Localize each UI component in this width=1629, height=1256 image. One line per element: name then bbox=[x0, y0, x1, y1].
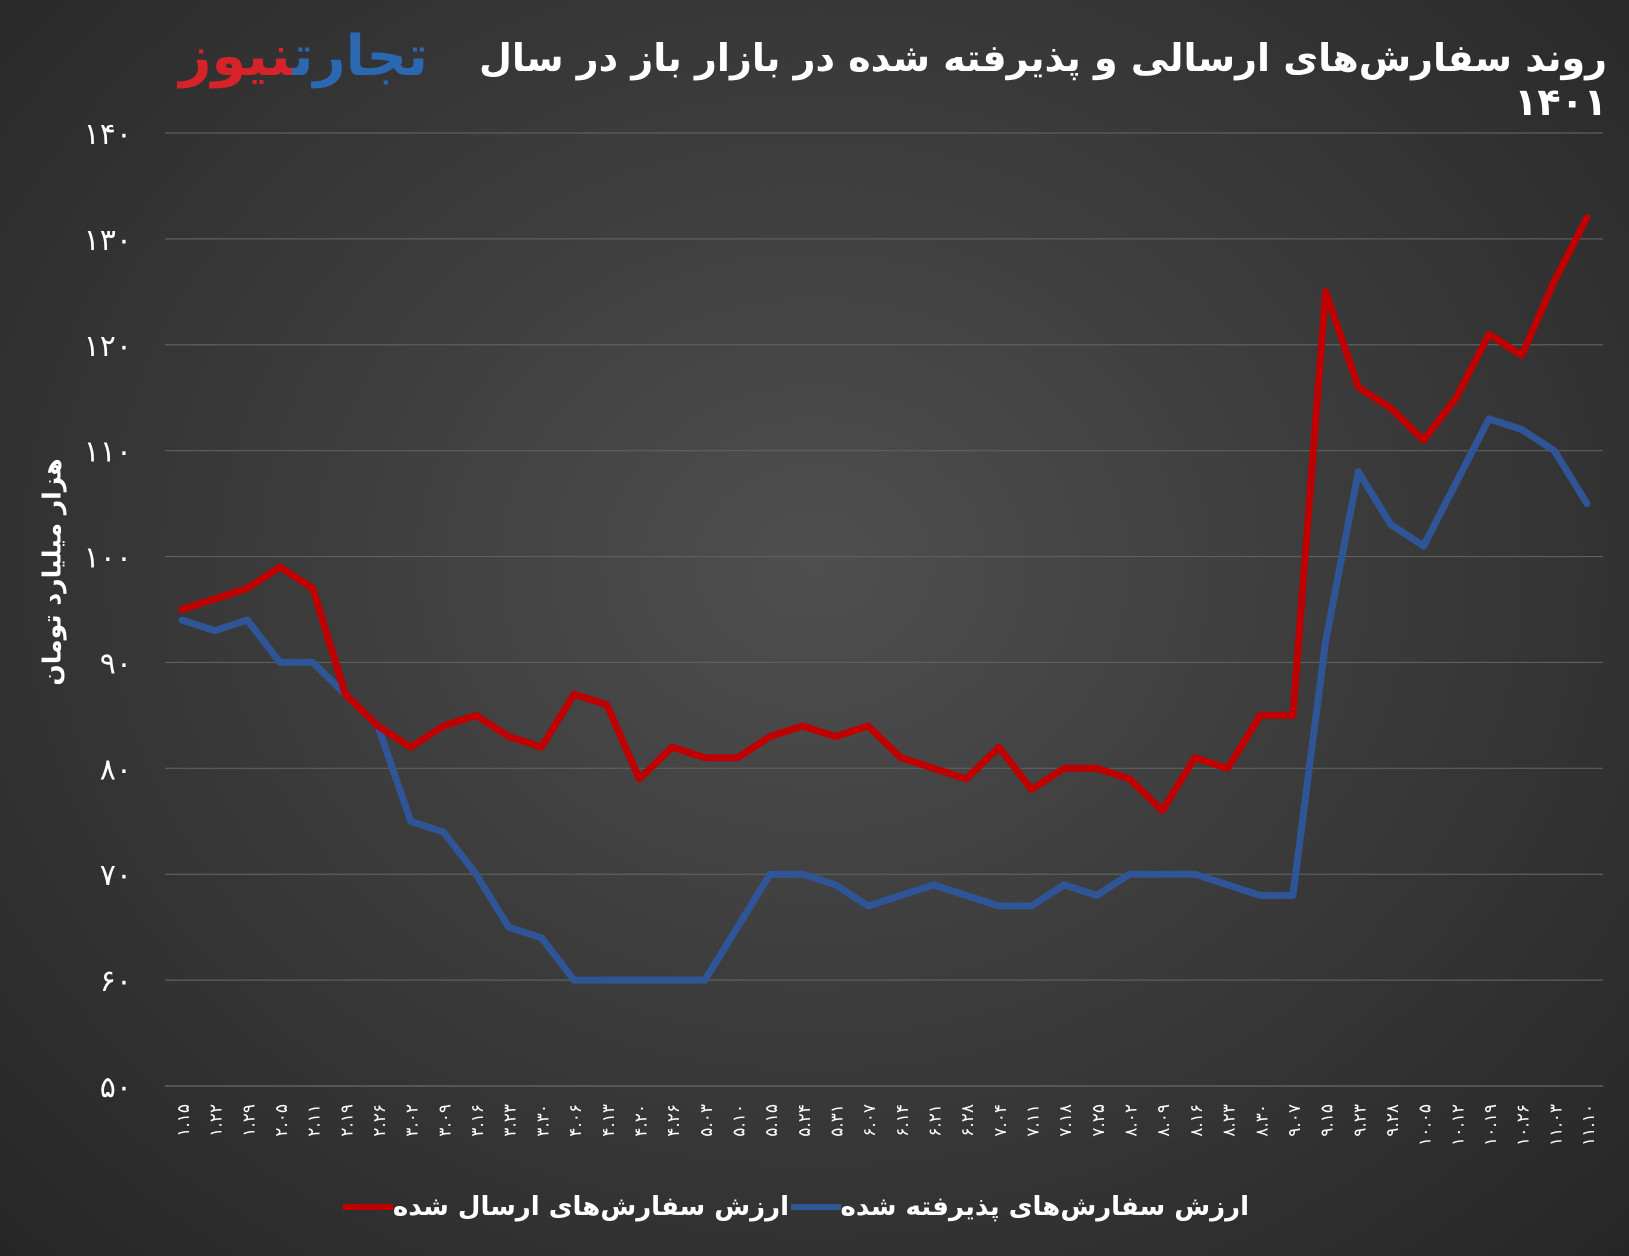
legend-swatch-sent bbox=[342, 1204, 393, 1210]
x-tick-label: ۸.۰۹ bbox=[1154, 1104, 1174, 1137]
x-tick-label: ۵.۰۳ bbox=[697, 1104, 717, 1137]
x-tick-label: ۶.۱۴ bbox=[893, 1104, 913, 1137]
x-axis-ticks: ۱.۱۵ ۱.۲۲ ۱.۲۹ ۲.۰۵ ۲.۱۱ ۲.۱۹ ۲.۲۶ ۳.۰۲ ۳.۰۹ ۳.۱۶… bbox=[174, 1104, 1599, 1146]
x-tick-label: ۱۰.۱۹ bbox=[1481, 1104, 1501, 1146]
chart-legend: ارزش سفارش‌های پذیرفته شده ارزش سفارش‌ها… bbox=[0, 1192, 1629, 1232]
x-tick-label: ۱۱.۱۰ bbox=[1579, 1104, 1599, 1146]
x-tick-label: ۱.۲۹ bbox=[239, 1104, 259, 1137]
x-tick-label: ۷.۰۴ bbox=[991, 1104, 1011, 1137]
x-tick-label: ۹.۱۵ bbox=[1318, 1104, 1338, 1137]
y-tick-label: ۱۱۰ bbox=[84, 435, 132, 470]
x-tick-label: ۲.۲۶ bbox=[370, 1104, 390, 1137]
x-tick-label: ۳.۳۰ bbox=[533, 1104, 553, 1137]
x-tick-label: ۱۱.۰۳ bbox=[1546, 1104, 1566, 1146]
y-tick-label: ۱۳۰ bbox=[84, 223, 132, 258]
y-tick-label: ۹۰ bbox=[100, 646, 132, 681]
x-tick-label: ۵.۱۰ bbox=[729, 1104, 749, 1137]
y-tick-label: ۱۴۰ bbox=[84, 117, 132, 152]
x-tick-label: ۲.۰۵ bbox=[272, 1104, 292, 1137]
chart-title: روند سفارش‌های ارسالی و پذیرفته شده در ب… bbox=[478, 36, 1607, 124]
x-tick-label: ۶.۰۷ bbox=[860, 1104, 880, 1137]
x-tick-label: ۴.۲۰ bbox=[631, 1104, 651, 1137]
y-tick-label: ۵۰ bbox=[100, 1070, 132, 1105]
x-tick-label: ۹.۲۸ bbox=[1383, 1104, 1403, 1137]
x-tick-label: ۷.۱۱ bbox=[1024, 1104, 1044, 1137]
x-tick-label: ۸.۱۶ bbox=[1187, 1104, 1207, 1137]
y-tick-label: ۱۲۰ bbox=[84, 329, 132, 364]
x-tick-label: ۸.۳۰ bbox=[1252, 1104, 1272, 1137]
x-tick-label: ۸.۲۳ bbox=[1220, 1104, 1240, 1137]
y-tick-label: ۶۰ bbox=[100, 964, 132, 999]
legend-item-sent: ارزش سفارش‌های ارسال شده bbox=[333, 1192, 789, 1222]
x-tick-label: ۱۰.۰۵ bbox=[1416, 1104, 1436, 1146]
x-tick-label: ۹.۲۳ bbox=[1350, 1104, 1370, 1137]
series-line-accepted bbox=[178, 415, 1591, 984]
x-tick-label: ۱۰.۲۶ bbox=[1514, 1104, 1534, 1146]
y-tick-label: ۱۰۰ bbox=[84, 541, 132, 576]
x-tick-label: ۵.۳۱ bbox=[827, 1104, 847, 1137]
x-tick-label: ۶.۲۱ bbox=[926, 1104, 946, 1137]
y-tick-label: ۸۰ bbox=[100, 752, 132, 787]
x-tick-label: ۷.۲۵ bbox=[1089, 1104, 1109, 1137]
x-tick-label: ۵.۲۴ bbox=[795, 1104, 815, 1137]
x-tick-label: ۵.۱۵ bbox=[762, 1104, 782, 1137]
x-tick-label: ۴.۲۶ bbox=[664, 1104, 684, 1137]
logo-word-tejarat: تجارت bbox=[292, 24, 428, 89]
legend-item-accepted: ارزش سفارش‌های پذیرفته شده bbox=[781, 1192, 1249, 1222]
x-tick-label: ۷.۱۸ bbox=[1056, 1104, 1076, 1137]
legend-label-sent: ارزش سفارش‌های ارسال شده bbox=[392, 1192, 789, 1222]
grid-lines bbox=[165, 132, 1603, 1087]
logo-word-news: نیوز bbox=[179, 24, 293, 89]
y-tick-label: ۷۰ bbox=[100, 858, 132, 893]
series-lines bbox=[178, 214, 1591, 984]
legend-swatch-accepted bbox=[790, 1204, 841, 1210]
x-tick-label: ۱.۲۲ bbox=[207, 1104, 227, 1137]
x-tick-label: ۳.۰۲ bbox=[403, 1104, 423, 1137]
brand-logo: تجارتنیوز bbox=[148, 24, 428, 89]
legend-label-accepted: ارزش سفارش‌های پذیرفته شده bbox=[840, 1192, 1249, 1222]
x-tick-label: ۳.۰۹ bbox=[435, 1104, 455, 1137]
x-tick-label: ۳.۲۳ bbox=[501, 1104, 521, 1137]
series-line-sent bbox=[178, 214, 1591, 815]
x-tick-label: ۳.۱۶ bbox=[468, 1104, 488, 1137]
x-tick-label: ۶.۲۸ bbox=[958, 1104, 978, 1137]
x-tick-label: ۹.۰۷ bbox=[1285, 1104, 1305, 1137]
x-tick-label: ۴.۰۶ bbox=[566, 1104, 586, 1137]
y-axis-ticks: ۵۰ ۶۰ ۷۰ ۸۰ ۹۰ ۱۰۰ ۱۱۰ ۱۲۰ ۱۳۰ ۱۴۰ bbox=[84, 117, 132, 1105]
x-tick-label: ۴.۱۳ bbox=[599, 1104, 619, 1137]
x-tick-label: ۸.۰۲ bbox=[1122, 1104, 1142, 1137]
x-tick-label: ۲.۱۱ bbox=[305, 1104, 325, 1137]
x-tick-label: ۱۰.۱۲ bbox=[1448, 1104, 1468, 1146]
x-tick-label: ۱.۱۵ bbox=[174, 1104, 194, 1137]
x-tick-label: ۲.۱۹ bbox=[337, 1104, 357, 1137]
